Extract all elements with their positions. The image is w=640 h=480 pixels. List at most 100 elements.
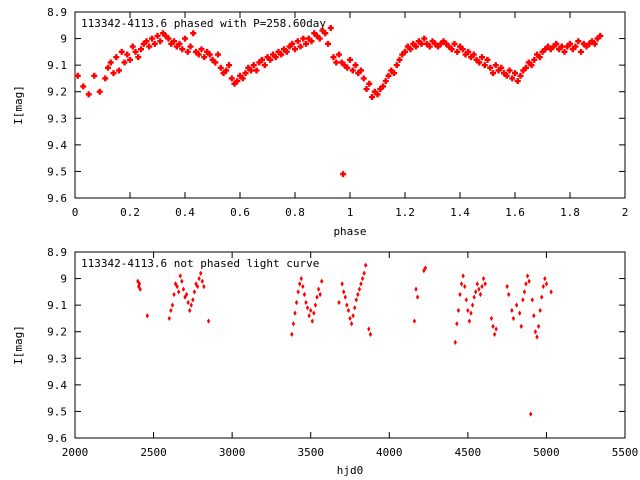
x-tick-label: 1.8 xyxy=(560,206,580,219)
data-point xyxy=(518,310,522,316)
data-point xyxy=(354,297,358,303)
x-axis-label: phase xyxy=(333,225,366,238)
x-tick-label: 2000 xyxy=(62,446,89,459)
data-point xyxy=(175,283,179,290)
data-point xyxy=(234,78,241,85)
data-point xyxy=(206,51,213,58)
y-tick-label: 9.4 xyxy=(47,379,67,392)
data-point xyxy=(132,48,139,55)
data-point xyxy=(479,54,485,61)
data-point xyxy=(102,75,109,82)
data-point xyxy=(129,43,136,50)
x-tick-label: 2 xyxy=(622,206,629,219)
data-point xyxy=(505,283,509,290)
data-point xyxy=(348,315,352,322)
data-point xyxy=(385,72,392,79)
data-point xyxy=(363,86,370,93)
data-point xyxy=(157,38,164,45)
data-point xyxy=(553,40,560,47)
data-point xyxy=(455,321,459,327)
data-point xyxy=(215,51,221,58)
data-point xyxy=(191,297,195,303)
data-point xyxy=(195,283,200,290)
data-point xyxy=(391,70,397,77)
data-point xyxy=(469,310,473,316)
data-point xyxy=(448,46,455,53)
data-point xyxy=(250,62,257,69)
data-point xyxy=(305,305,310,311)
data-point xyxy=(80,83,87,90)
data-point xyxy=(366,80,373,87)
data-point xyxy=(418,40,425,47)
data-point xyxy=(169,307,173,314)
data-point xyxy=(330,54,337,61)
data-point xyxy=(464,297,468,303)
y-tick-label: 9.5 xyxy=(47,405,67,418)
data-point xyxy=(519,323,523,329)
data-point xyxy=(183,294,187,300)
y-tick-label: 9.1 xyxy=(47,299,67,312)
data-point xyxy=(327,24,334,31)
data-point xyxy=(253,67,260,74)
data-point xyxy=(346,307,351,314)
data-point xyxy=(374,91,381,98)
y-tick-label: 9.6 xyxy=(47,432,67,445)
data-point xyxy=(201,54,208,61)
x-tick-label: 0.4 xyxy=(175,206,195,219)
data-point xyxy=(138,46,144,53)
data-point xyxy=(470,302,475,308)
data-point xyxy=(189,302,193,308)
data-point xyxy=(107,59,114,66)
data-point xyxy=(575,38,582,45)
data-point xyxy=(509,75,516,82)
data-point xyxy=(178,273,182,279)
data-point xyxy=(248,67,254,74)
data-point xyxy=(475,281,479,287)
data-point xyxy=(74,72,81,79)
data-point xyxy=(316,35,323,42)
data-point xyxy=(198,46,205,53)
data-point xyxy=(527,278,531,284)
data-point xyxy=(530,297,534,303)
data-point xyxy=(558,43,565,50)
data-point xyxy=(503,72,510,79)
data-point xyxy=(382,78,389,85)
data-point xyxy=(456,307,461,314)
data-point xyxy=(358,67,364,74)
data-point xyxy=(239,75,246,82)
y-axis-label: I[mag] xyxy=(12,325,25,365)
data-point xyxy=(368,331,373,337)
plot-frame xyxy=(74,11,626,199)
data-point xyxy=(360,275,365,282)
data-point xyxy=(426,43,433,50)
data-point xyxy=(283,48,290,55)
data-point xyxy=(302,291,307,298)
data-point xyxy=(490,70,496,77)
x-tick-label: 2500 xyxy=(140,446,167,459)
data-point xyxy=(176,40,183,47)
x-tick-label: 4500 xyxy=(455,446,482,459)
y-tick-label: 9.3 xyxy=(47,352,67,365)
data-point xyxy=(299,275,303,282)
data-point xyxy=(492,331,497,337)
data-point xyxy=(364,262,368,268)
data-point xyxy=(180,278,184,284)
data-point xyxy=(173,281,178,287)
data-point xyxy=(298,281,302,287)
data-point xyxy=(459,281,464,287)
data-point xyxy=(498,64,505,71)
data-point xyxy=(349,67,356,74)
data-point xyxy=(543,275,547,282)
data-point xyxy=(194,281,198,287)
x-tick-label: 0.8 xyxy=(285,206,305,219)
data-series xyxy=(74,24,604,178)
data-point xyxy=(524,281,528,287)
data-point xyxy=(480,283,484,290)
data-point xyxy=(91,72,98,79)
data-point xyxy=(289,40,296,47)
data-point xyxy=(514,78,521,85)
data-point xyxy=(167,315,171,322)
data-point xyxy=(549,289,553,295)
x-tick-label: 3500 xyxy=(297,446,324,459)
data-point xyxy=(197,275,201,282)
